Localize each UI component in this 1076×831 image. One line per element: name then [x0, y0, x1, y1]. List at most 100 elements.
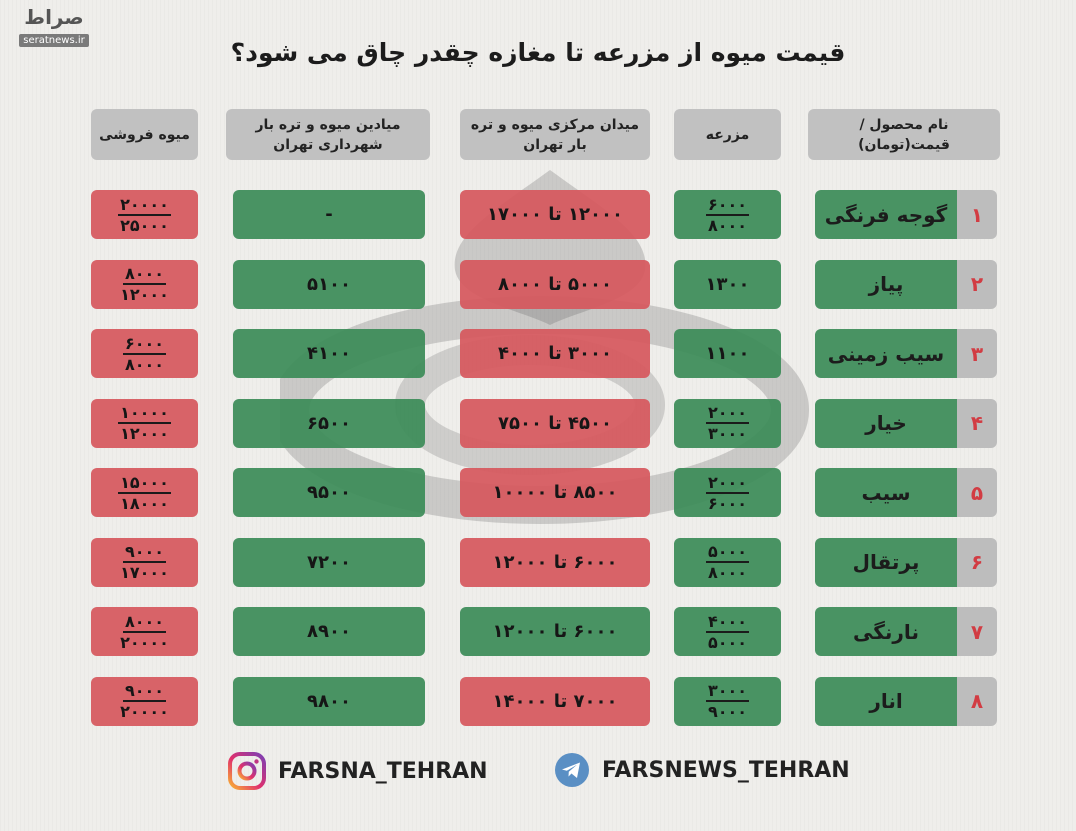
product-name: پرتقال	[815, 537, 957, 587]
price-value: ۷۰۰۰ تا ۱۴۰۰۰	[492, 690, 618, 712]
product-name: گوجه فرنگی	[815, 190, 957, 239]
column-header-farm: مزرعه	[674, 109, 781, 160]
page-title: قیمت میوه از مزرعه تا مغازه چقدر چاق می …	[230, 38, 846, 67]
price-range: ۸۰۰۰ ۲۰۰۰۰	[120, 612, 169, 652]
price-value: ۶۰۰۰ تا ۱۲۰۰۰	[492, 551, 618, 573]
instagram-icon	[228, 752, 266, 790]
price-max: ۲۵۰۰۰	[120, 215, 169, 235]
product-name: پیاز	[815, 259, 957, 309]
row-number: ۴	[957, 398, 997, 448]
fruit-shop-price-cell: ۱۰۰۰۰ ۱۲۰۰۰	[91, 398, 198, 448]
farm-price-cell: ۱۳۰۰	[674, 259, 781, 309]
price-range: ۲۰۰۰۰ ۲۵۰۰۰	[118, 195, 171, 235]
row-number: ۳	[957, 329, 997, 378]
central-market-price-cell: ۷۰۰۰ تا ۱۴۰۰۰	[460, 676, 650, 726]
product-name: سیب	[815, 468, 957, 517]
telegram-handle[interactable]: FARSNEWS_TEHRAN	[554, 752, 850, 788]
price-min: ۳۰۰۰	[705, 681, 750, 702]
central-market-price-cell: ۴۵۰۰ تا ۷۵۰۰	[460, 398, 650, 448]
price-range: ۹۰۰۰ ۱۷۰۰۰	[120, 542, 169, 582]
price-min: ۵۰۰۰	[705, 542, 750, 563]
product-name: نارنگی	[815, 607, 957, 656]
fruit-shop-price-cell: ۹۰۰۰ ۲۰۰۰۰	[91, 676, 198, 726]
municipal-markets-price-cell: -	[233, 190, 425, 239]
central-market-price-cell: ۶۰۰۰ تا ۱۲۰۰۰	[460, 607, 650, 656]
product-cell: گوجه فرنگی ۱	[815, 190, 997, 239]
product-name: انار	[815, 676, 957, 726]
fruit-shop-price-cell: ۸۰۰۰ ۱۲۰۰۰	[91, 259, 198, 309]
price-min: ۸۰۰۰	[122, 611, 167, 633]
column-header-municipal-markets: میادین میوه و تره بار شهرداری تهران	[226, 109, 430, 160]
municipal-markets-price-cell: ۷۲۰۰	[233, 537, 425, 587]
price-min: ۲۰۰۰	[705, 472, 750, 494]
price-max: ۲۰۰۰۰	[120, 632, 169, 652]
price-max: ۳۰۰۰	[707, 424, 748, 443]
product-cell: خیار ۴	[815, 398, 997, 448]
row-number: ۱	[957, 190, 997, 239]
price-max: ۱۷۰۰۰	[120, 563, 169, 582]
price-min: ۸۰۰۰	[122, 264, 167, 285]
price-value: ۴۱۰۰	[307, 343, 351, 364]
price-max: ۹۰۰۰	[707, 702, 748, 721]
municipal-markets-price-cell: ۶۵۰۰	[233, 398, 425, 448]
municipal-markets-price-cell: ۹۵۰۰	[233, 468, 425, 517]
column-header-product: نام محصول /قیمت(تومان)	[808, 109, 1000, 160]
row-number: ۸	[957, 676, 997, 726]
price-min: ۱۰۰۰۰	[118, 403, 171, 424]
serat-logo: صراط seratnews.ir	[8, 6, 100, 47]
price-value: -	[325, 204, 333, 225]
product-cell: پیاز ۲	[815, 259, 997, 309]
instagram-handle[interactable]: FARSNA_TEHRAN	[228, 752, 488, 790]
price-range: ۳۰۰۰ ۹۰۰۰	[705, 681, 750, 721]
price-max: ۱۲۰۰۰	[120, 285, 169, 304]
price-value: ۱۲۰۰۰ تا ۱۷۰۰۰	[487, 204, 623, 225]
price-range: ۵۰۰۰ ۸۰۰۰	[705, 542, 750, 582]
municipal-markets-price-cell: ۹۸۰۰	[233, 676, 425, 726]
product-cell: نارنگی ۷	[815, 607, 997, 656]
price-value: ۸۵۰۰ تا ۱۰۰۰۰	[492, 482, 618, 503]
municipal-markets-price-cell: ۸۹۰۰	[233, 607, 425, 656]
municipal-markets-price-cell: ۵۱۰۰	[233, 259, 425, 309]
price-min: ۶۰۰۰	[122, 333, 167, 355]
price-min: ۹۰۰۰	[122, 542, 167, 563]
telegram-icon	[555, 753, 589, 787]
row-number: ۵	[957, 468, 997, 517]
row-number: ۲	[957, 259, 997, 309]
price-min: ۱۵۰۰۰	[118, 472, 171, 494]
serat-site-text: seratnews.ir	[19, 34, 89, 47]
price-value: ۳۰۰۰ تا ۴۰۰۰	[498, 343, 612, 364]
row-number: ۶	[957, 537, 997, 587]
price-value: ۵۰۰۰ تا ۸۰۰۰	[498, 273, 612, 295]
farm-price-cell: ۵۰۰۰ ۸۰۰۰	[674, 537, 781, 587]
price-value: ۵۱۰۰	[307, 273, 351, 295]
price-value: ۶۰۰۰ تا ۱۲۰۰۰	[492, 621, 618, 642]
fruit-shop-price-cell: ۶۰۰۰ ۸۰۰۰	[91, 329, 198, 378]
farm-price-cell: ۳۰۰۰ ۹۰۰۰	[674, 676, 781, 726]
fruit-shop-price-cell: ۹۰۰۰ ۱۷۰۰۰	[91, 537, 198, 587]
product-name: خیار	[815, 398, 957, 448]
price-value: ۱۳۰۰	[705, 273, 750, 295]
price-max: ۸۰۰۰	[707, 215, 748, 235]
column-header-fruit-shop: میوه فروشی	[91, 109, 198, 160]
farm-price-cell: ۱۱۰۰	[674, 329, 781, 378]
price-min: ۶۰۰۰	[705, 194, 750, 216]
price-range: ۸۰۰۰ ۱۲۰۰۰	[120, 264, 169, 304]
price-max: ۱۲۰۰۰	[120, 424, 169, 443]
price-max: ۵۰۰۰	[707, 632, 748, 652]
price-value: ۹۵۰۰	[307, 482, 351, 503]
price-range: ۲۰۰۰ ۶۰۰۰	[705, 472, 750, 513]
price-min: ۲۰۰۰	[705, 403, 750, 424]
telegram-handle-text: FARSNEWS_TEHRAN	[602, 757, 850, 783]
price-min: ۴۰۰۰	[705, 611, 750, 633]
fruit-shop-price-cell: ۲۰۰۰۰ ۲۵۰۰۰	[91, 190, 198, 239]
central-market-price-cell: ۳۰۰۰ تا ۴۰۰۰	[460, 329, 650, 378]
price-max: ۸۰۰۰	[707, 563, 748, 582]
price-max: ۱۸۰۰۰	[120, 493, 169, 513]
product-name: سیب زمینی	[815, 329, 957, 378]
price-range: ۱۰۰۰۰ ۱۲۰۰۰	[118, 403, 171, 443]
product-cell: سیب زمینی ۳	[815, 329, 997, 378]
price-min: ۲۰۰۰۰	[118, 194, 171, 216]
price-min: ۹۰۰۰	[122, 681, 167, 702]
price-max: ۶۰۰۰	[707, 493, 748, 513]
